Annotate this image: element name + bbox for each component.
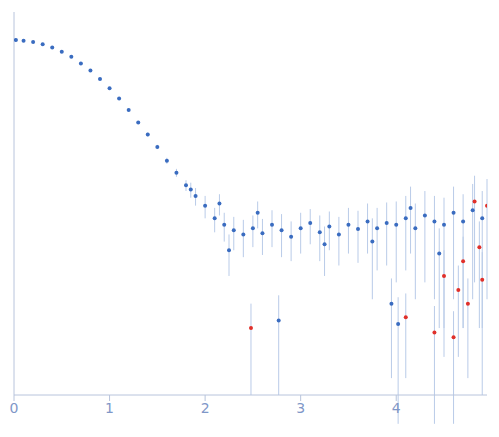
svg-text:3: 3	[296, 400, 305, 416]
svg-text:0: 0	[10, 400, 19, 416]
svg-text:1: 1	[105, 400, 114, 416]
svg-text:2: 2	[201, 400, 210, 416]
svg-text:4: 4	[392, 400, 401, 416]
